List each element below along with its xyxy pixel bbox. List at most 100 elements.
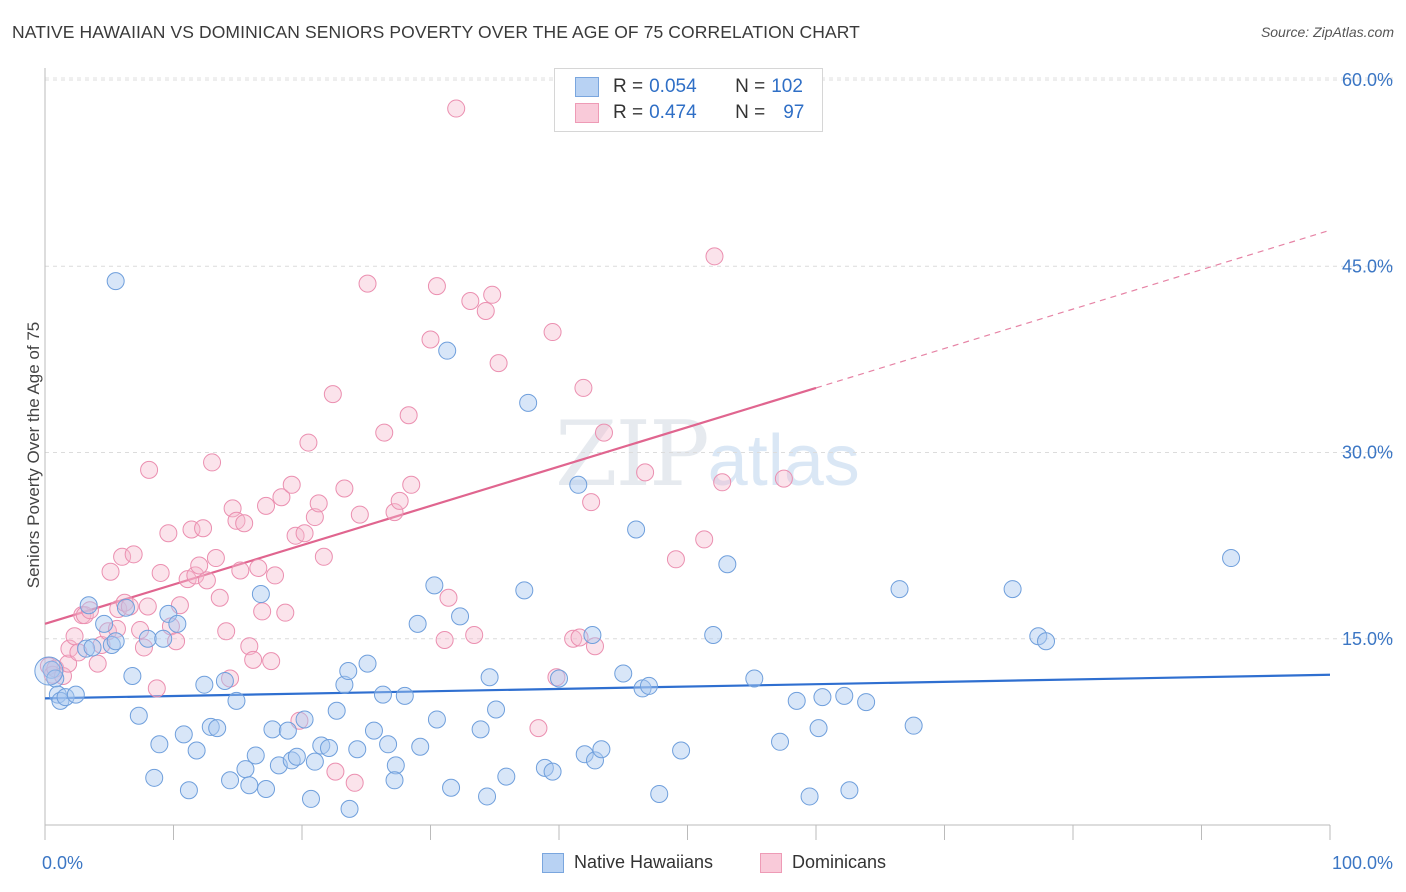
dominican-point	[309, 494, 328, 513]
dominican-point	[350, 505, 369, 524]
dominican-point	[666, 550, 685, 569]
native-hawaiian-point	[840, 781, 859, 800]
native-hawaiian-point	[890, 580, 909, 599]
dominican-point	[465, 626, 484, 645]
dominican-point	[447, 99, 466, 118]
dominican-point	[101, 562, 120, 581]
dominican-point	[543, 323, 562, 342]
legend-r-label: R =	[613, 76, 644, 97]
legend-item-dominicans: Dominicans	[760, 852, 886, 873]
native-hawaiian-point	[585, 751, 604, 770]
dominican-point	[705, 247, 724, 266]
x-tick-label: 100.0%	[1332, 853, 1393, 873]
watermark-atlas: atlas	[707, 421, 860, 501]
native-hawaiian-point	[319, 739, 338, 758]
dominican-point	[335, 479, 354, 498]
dominican-point	[585, 637, 604, 656]
native-hawaiian-point	[650, 784, 669, 803]
native-hawaiian-point	[187, 741, 206, 760]
dominican-point	[253, 602, 272, 621]
native-hawaiian-point	[1003, 580, 1022, 599]
dominican-point	[138, 597, 157, 616]
axes	[44, 68, 1331, 840]
legend-n-value: 97	[783, 102, 805, 123]
native-hawaiian-point	[95, 614, 114, 633]
native-hawaiian-point	[278, 721, 297, 740]
native-hawaiian-point	[340, 799, 359, 818]
native-hawaiian-point	[438, 341, 457, 360]
watermark: ZIPatlas	[555, 402, 860, 507]
dominican-point	[75, 606, 94, 625]
legend-row-native-hawaiians: R = 0.054 N = 102	[575, 75, 803, 99]
native-hawaiian-point	[201, 717, 220, 736]
native-hawaiian-point	[106, 632, 125, 651]
native-hawaiian-point	[704, 626, 723, 645]
dominican-point	[314, 547, 333, 566]
tick-labels: 15.0% 30.0% 45.0% 60.0% 0.0% 100.0%	[42, 70, 1393, 873]
dominican-point	[235, 514, 254, 533]
native-hawaiian-point	[627, 520, 646, 539]
native-hawaiian-point	[34, 656, 64, 686]
native-hawaiian-point	[208, 719, 227, 738]
native-hawaiian-point	[116, 598, 135, 617]
dominican-point	[695, 530, 714, 549]
native-hawaiian-point	[129, 706, 148, 725]
source-label: Source: ZipAtlas.com	[1260, 24, 1394, 40]
dominican-point	[564, 629, 583, 648]
y-tick-label: 45.0%	[1342, 256, 1393, 276]
dominican-point	[194, 519, 213, 538]
native-hawaiian-point	[66, 685, 85, 704]
legend-swatch-pink	[760, 852, 782, 873]
x-tick-label: 0.0%	[42, 853, 83, 873]
native-hawaiian-point	[614, 664, 633, 683]
native-hawaiian-point	[575, 745, 594, 764]
legend-n-value: 102	[771, 76, 803, 97]
native-hawaiian-point	[251, 585, 270, 604]
dominican-point	[489, 354, 508, 373]
native-hawaiian-point	[427, 710, 446, 729]
dominican-point	[186, 566, 205, 585]
native-hawaiian-point	[240, 776, 259, 795]
native-hawaiian-trendline	[44, 673, 1331, 700]
native-hawaiian-point	[83, 638, 102, 657]
native-hawaiian-point	[745, 669, 764, 688]
legend-label: Native Hawaiians	[574, 852, 714, 872]
y-axis-title: Seniors Poverty Over the Age of 75	[24, 322, 43, 588]
dominican-point	[358, 274, 377, 293]
legend-item-native-hawaiians: Native Hawaiians	[542, 852, 713, 873]
series-legend: Native Hawaiians Dominicans	[0, 852, 1406, 878]
native-hawaiian-point	[771, 732, 790, 751]
native-hawaiian-point	[478, 787, 497, 806]
native-hawaiian-point	[373, 685, 392, 704]
dominican-point	[151, 563, 170, 582]
native-hawaiian-point	[480, 668, 499, 687]
dominican-point	[140, 460, 159, 479]
native-hawaiian-point	[364, 721, 383, 740]
native-hawaiian-point	[159, 604, 178, 623]
dominican-point	[276, 603, 295, 622]
native-hawaiian-point	[639, 676, 658, 695]
native-hawaiian-point	[287, 747, 306, 766]
dominican-point	[326, 762, 345, 781]
correlation-legend: R = 0.054 N = 102 R = 0.474 N = 97	[554, 68, 823, 132]
native-hawaiian-point	[42, 660, 61, 679]
dominican-point	[147, 679, 166, 698]
native-hawaiian-point	[195, 675, 214, 694]
native-hawaiian-point	[263, 720, 282, 739]
dominican-point	[305, 508, 324, 527]
dominican-point	[262, 652, 281, 671]
native-hawaiian-point	[583, 626, 602, 645]
y-tick-label: 60.0%	[1342, 70, 1393, 90]
dominican-point	[476, 301, 495, 320]
dominican-point	[240, 637, 259, 656]
legend-swatch-blue	[575, 77, 599, 97]
dominican-point	[159, 524, 178, 543]
native-hawaiian-point	[339, 662, 358, 681]
native-hawaiian-point	[857, 693, 876, 712]
native-hawaiian-point	[215, 671, 234, 690]
native-hawaiian-point	[257, 779, 276, 798]
native-hawaiian-point	[471, 720, 490, 739]
native-hawaiian-point	[787, 691, 806, 710]
native-hawaiian-point	[1037, 632, 1056, 651]
dominican-point	[483, 285, 502, 304]
